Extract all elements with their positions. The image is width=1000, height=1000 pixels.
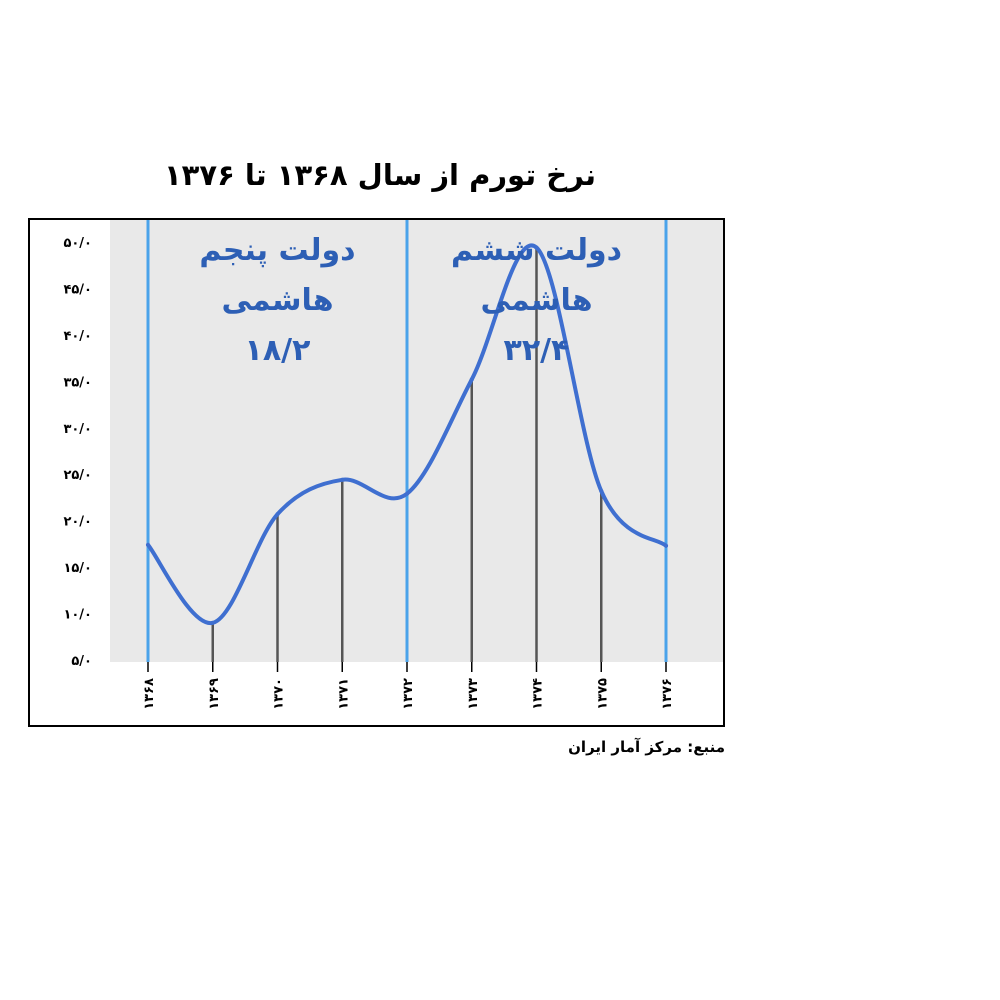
- data-point: [405, 491, 409, 496]
- y-tick-label: ۲۵/۰: [63, 468, 92, 483]
- annotation-line: دولت پنجم: [199, 233, 355, 268]
- y-tick-label: ۳۵/۰: [63, 375, 92, 390]
- plot-area: [110, 220, 723, 662]
- x-tick-label: ۱۳۷۶: [660, 678, 675, 710]
- x-tick-label: ۱۳۷۰: [272, 678, 287, 710]
- y-tick-label: ۴۰/۰: [63, 329, 92, 344]
- data-point: [469, 377, 474, 382]
- source-note: منبع: مرکز آمار ایران: [568, 738, 725, 756]
- y-tick-label: ۵/۰: [71, 654, 92, 669]
- annotation-line: دولت ششم: [451, 233, 622, 268]
- y-tick-label: ۵۰/۰: [63, 236, 92, 251]
- y-tick-label: ۲۰/۰: [63, 515, 92, 530]
- y-tick-label: ۱۰/۰: [63, 608, 92, 623]
- data-point: [664, 543, 668, 548]
- chart-title: نرخ تورم از سال ۱۳۶۸ تا ۱۳۷۶: [163, 158, 597, 192]
- period-annotation: دولت ششم هاشمی ۳۲/۴: [451, 233, 622, 368]
- data-point: [210, 620, 215, 625]
- data-point: [599, 488, 604, 493]
- x-tick-label: ۱۳۶۹: [207, 678, 222, 710]
- x-tick-label: ۱۳۷۳: [466, 678, 481, 710]
- annotation-line: هاشمی: [221, 283, 333, 318]
- chart-frame: ۵/۰ ۱۰/۰ ۱۵/۰ ۲۰/۰ ۲۵/۰ ۳۰/۰ ۳۵/۰ ۴۰/۰ ۴۵/۰ ۵۰/۰ …: [28, 218, 725, 727]
- line-chart: ۵/۰۱۰/۰۱۵/۰۲۰/۰۲۵/۰۳۰/۰۳۵/۰۴۰/۰۴۵/۰۵۰/۰ …: [63, 220, 723, 710]
- period-annotation: دولت پنجم هاشمی ۱۸/۲: [199, 233, 355, 368]
- data-point: [146, 542, 150, 547]
- y-tick-label: ۴۵/۰: [63, 282, 92, 297]
- annotation-line: هاشمی: [480, 283, 592, 318]
- x-tick-label: ۱۳۷۵: [595, 678, 610, 710]
- inflation-line: [146, 243, 668, 625]
- x-tick-label: ۱۳۶۸: [142, 678, 157, 710]
- annotation-line: ۳۲/۴: [504, 333, 570, 368]
- x-tick-label: ۱۳۷۱: [336, 678, 351, 710]
- data-point: [275, 512, 280, 517]
- annotation-line: ۱۸/۲: [245, 333, 311, 368]
- x-tick-label: ۱۳۷۲: [401, 678, 416, 710]
- data-point: [534, 245, 539, 250]
- y-tick-label: ۳۰/۰: [63, 422, 92, 437]
- x-tick-label: ۱۳۷۴: [531, 678, 546, 710]
- data-point: [340, 477, 345, 482]
- y-tick-label: ۱۵/۰: [63, 561, 92, 576]
